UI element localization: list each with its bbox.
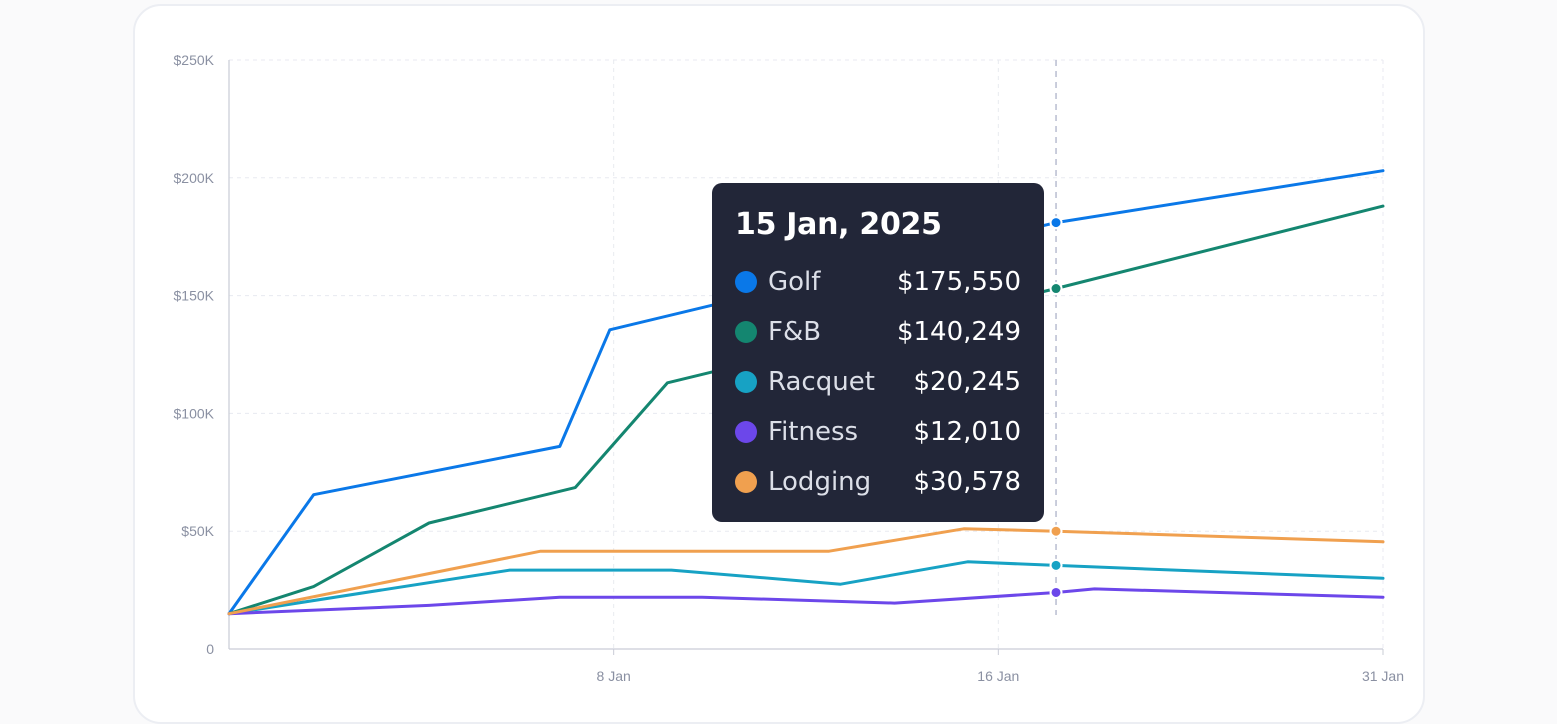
tooltip-label: Fitness [768,417,859,447]
hover-layer [1049,60,1063,615]
y-tick-label: $100K [174,405,215,421]
hover-point-fitness [1049,585,1063,599]
fitness-legend-dot-icon [735,421,757,443]
tooltip-row-fitness: Fitness $12,010 [735,407,1021,457]
tooltip-value: $30,578 [913,467,1021,497]
hover-point-racquet [1049,558,1063,572]
tooltip-row-fnb: F&B $140,249 [735,307,1021,357]
golf-legend-dot-icon [735,271,757,293]
tooltip-label: Lodging [768,467,872,497]
tooltip-label: Golf [768,267,821,297]
series-layer [227,169,1385,616]
x-tick-label: 31 Jan [1362,668,1404,684]
hover-point-lodging [1049,524,1063,538]
y-tick-label: $200K [174,170,215,186]
series-line-golf [227,169,1385,616]
fnb-legend-dot-icon [735,321,757,343]
tooltip-value: $12,010 [913,417,1021,447]
y-tick-label: 0 [206,641,214,657]
racquet-legend-dot-icon [735,371,757,393]
hover-point-golf [1049,216,1063,230]
chart-tooltip: 15 Jan, 2025 Golf $175,550 F&B $140,249 … [712,183,1044,522]
series-line-fitness [227,587,1385,616]
line-chart: 0 $50K $100K $150K $200K $250K 8 Jan 16 Jan 31 J… [174,52,1405,684]
lodging-legend-dot-icon [735,471,757,493]
series-line-lodging [227,527,1385,616]
tooltip-date: 15 Jan, 2025 [735,207,942,242]
tooltip-row-racquet: Racquet $20,245 [735,357,1021,407]
tooltip-label: F&B [768,317,822,347]
tooltip-value: $20,245 [913,367,1021,397]
x-tick-label: 16 Jan [977,668,1019,684]
tooltip-row-lodging: Lodging $30,578 [735,457,1021,507]
tooltip-value: $175,550 [896,267,1021,297]
tooltip-value: $140,249 [896,317,1021,347]
tooltip-label: Racquet [768,367,875,397]
y-tick-label: $150K [174,288,215,304]
y-tick-label: $50K [181,523,214,539]
axis-layer: 0 $50K $100K $150K $200K $250K 8 Jan 16 Jan 31 J… [174,52,1405,684]
tooltip-row-golf: Golf $175,550 [735,257,1021,307]
hover-point-fb [1049,282,1063,296]
y-tick-label: $250K [174,52,215,68]
x-tick-label: 8 Jan [597,668,631,684]
